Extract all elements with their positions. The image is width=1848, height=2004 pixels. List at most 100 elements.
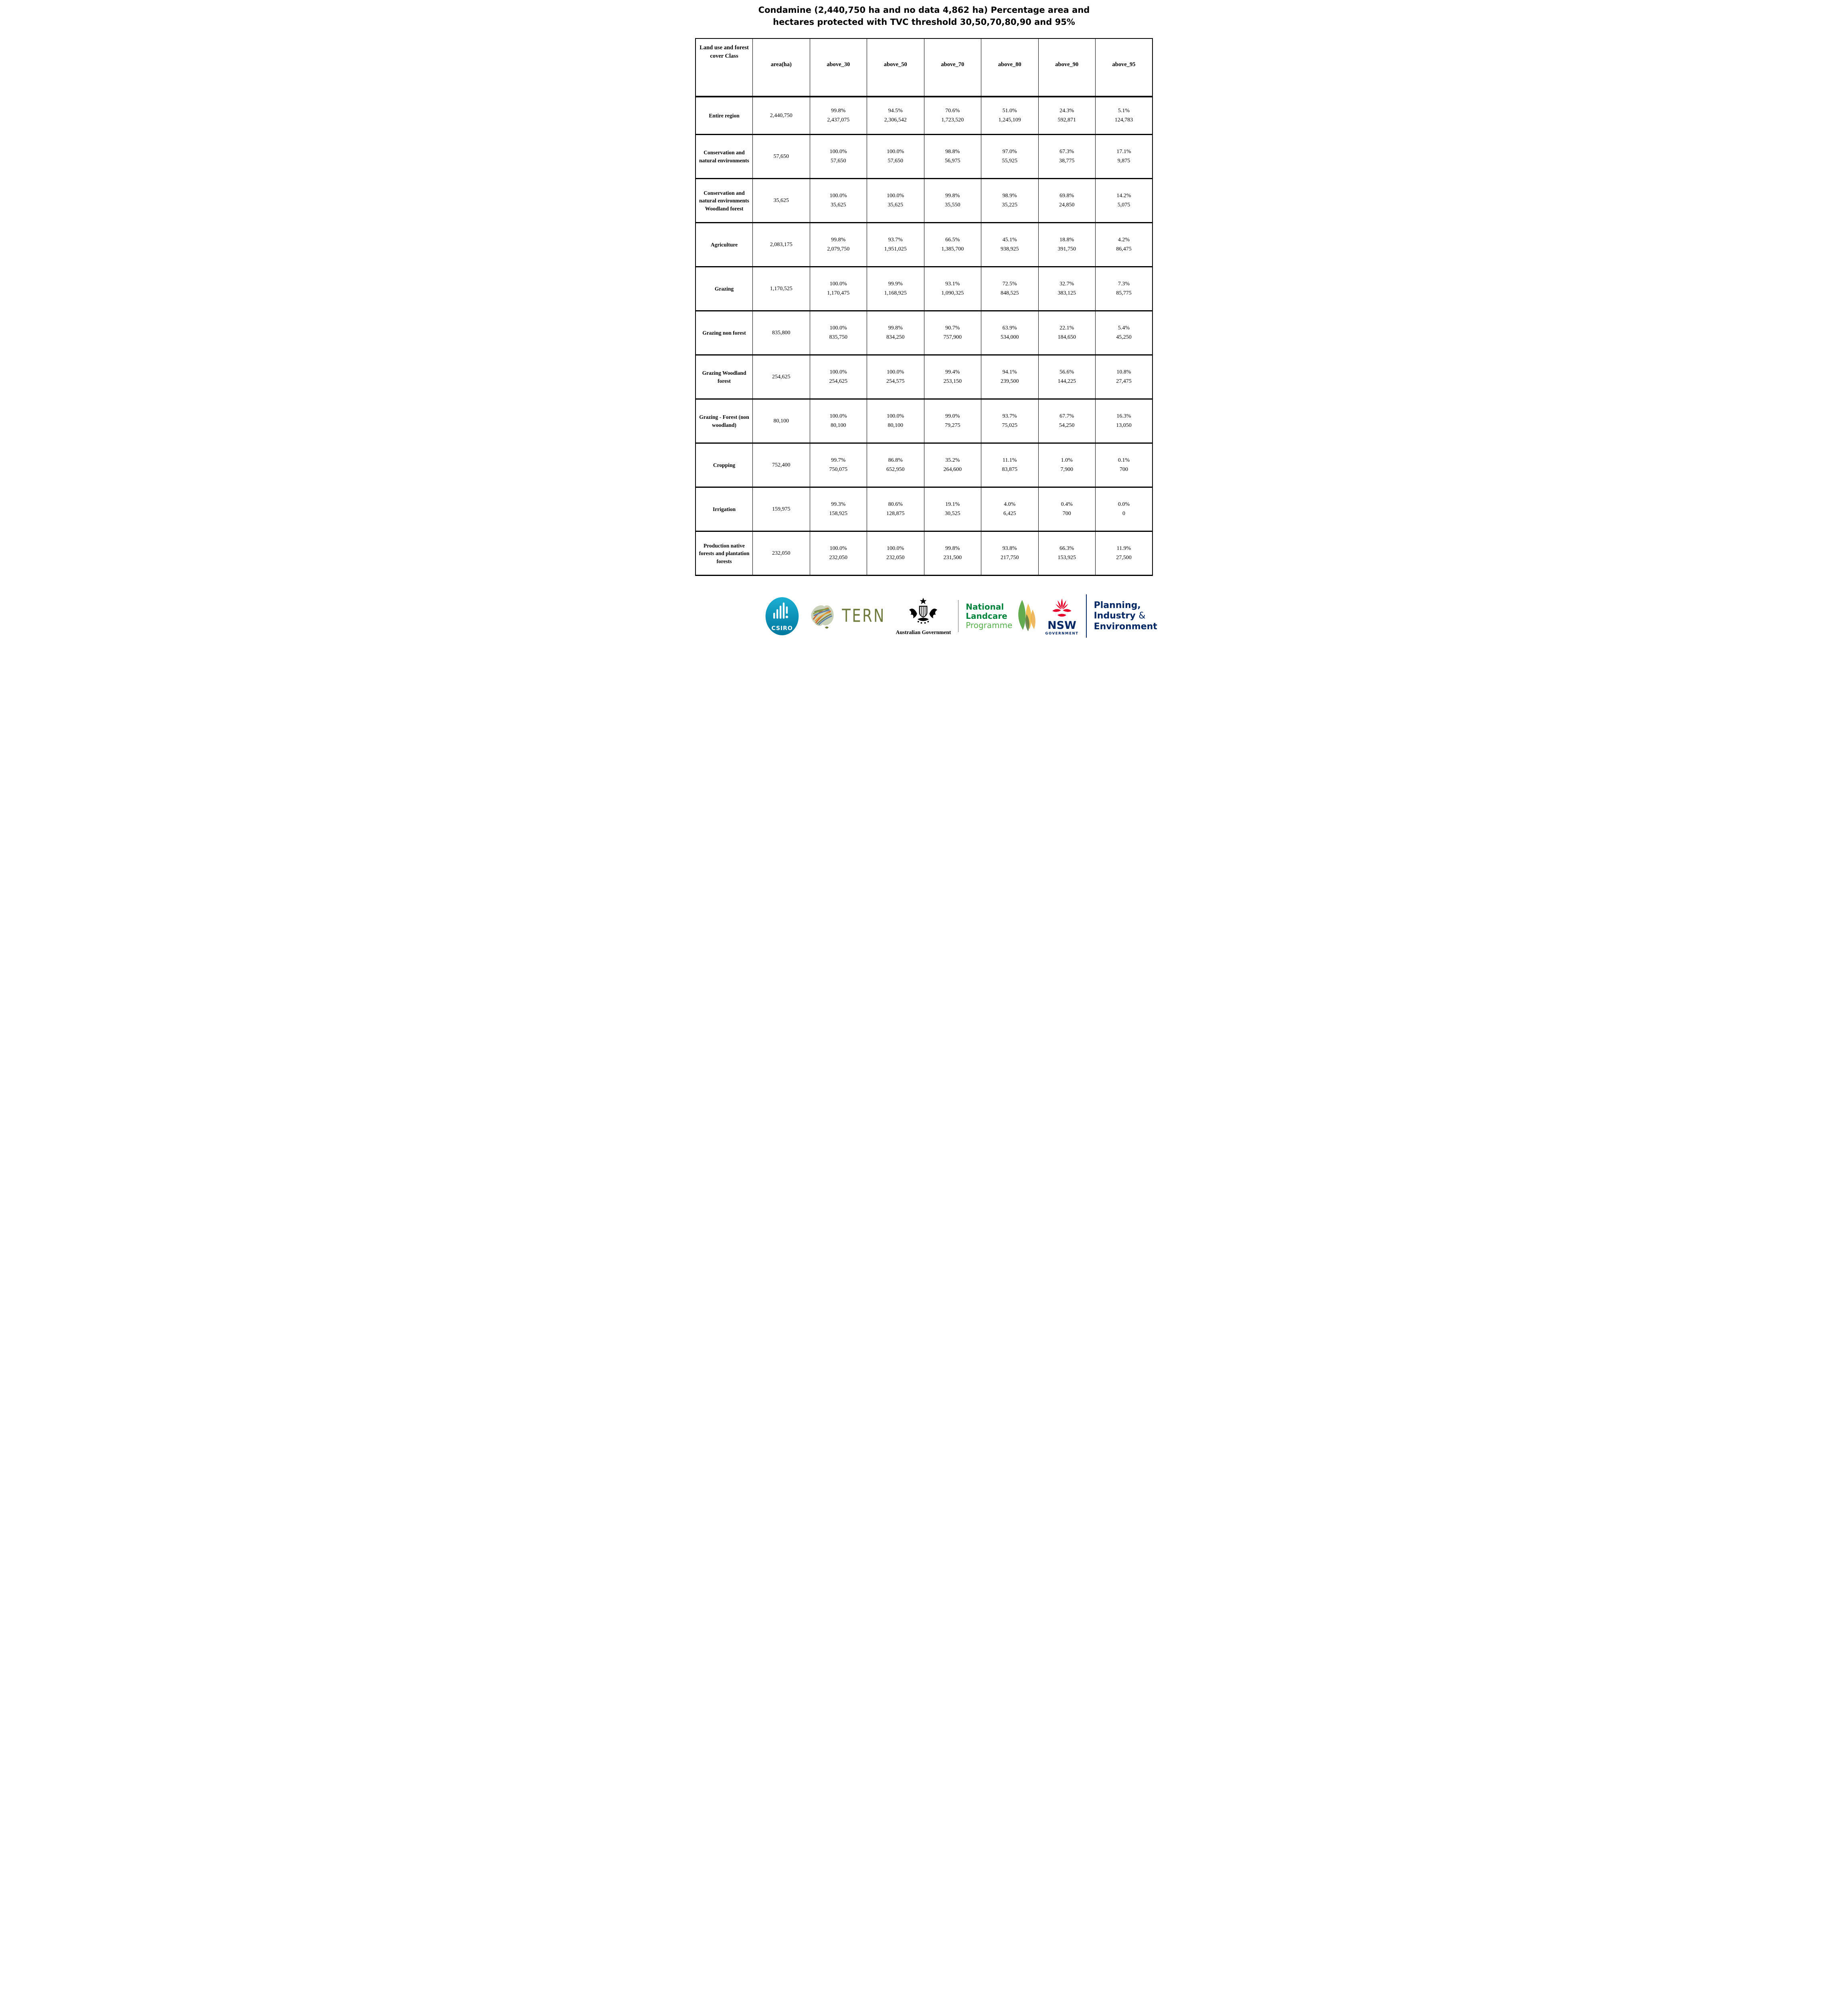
landcare-line2: Landcare	[966, 611, 1007, 621]
table-row: Grazing Woodland forest 254,625 100.0% 254,…	[695, 355, 1153, 399]
row-label: Production native forests and plantation…	[695, 531, 753, 576]
row-area-value: 80,100	[752, 399, 810, 443]
hectares-value: 35,625	[831, 202, 846, 208]
threshold-cell: 97.0% 55,925	[981, 134, 1039, 179]
hectares-value: 1,168,925	[884, 290, 907, 296]
hectares-value: 750,075	[829, 466, 848, 473]
hectares-value: 128,875	[886, 510, 905, 517]
threshold-cell: 11.1% 83,875	[981, 443, 1039, 487]
threshold-cell: 80.6% 128,875	[867, 487, 924, 531]
percent-value: 24.3%	[1059, 108, 1074, 114]
hectares-value: 57,650	[888, 158, 904, 164]
percent-value: 17.1%	[1116, 149, 1131, 155]
hectares-value: 1,090,325	[941, 290, 964, 296]
percent-value: 93.8%	[1002, 545, 1017, 552]
percent-value: 98.8%	[945, 149, 960, 155]
percent-value: 70.6%	[945, 108, 960, 114]
hectares-value: 56,975	[945, 158, 960, 164]
table-row: Grazing non forest 835,800 100.0% 835,750 99…	[695, 311, 1153, 355]
nsw-government-logo: NSW GOVERNMENT	[1045, 596, 1078, 636]
percent-value: 100.0%	[829, 149, 847, 155]
threshold-cell: 93.8% 217,750	[981, 531, 1039, 576]
tern-australia-map-icon	[811, 605, 834, 629]
department-line1: Planning,	[1094, 600, 1141, 610]
hectares-value: 54,250	[1059, 422, 1075, 428]
percent-value: 4.0%	[1004, 501, 1016, 508]
csiro-icon: CSIRO	[765, 597, 799, 635]
threshold-cell: 67.7% 54,250	[1038, 399, 1096, 443]
svg-text:CSIRO: CSIRO	[772, 625, 793, 632]
percent-value: 51.0%	[1002, 108, 1017, 114]
table-row: Entire region 2,440,750 99.8% 2,437,075 94.5…	[695, 96, 1153, 135]
percent-value: 45.1%	[1002, 237, 1017, 243]
percent-value: 32.7%	[1059, 281, 1074, 287]
threshold-cell: 86.8% 652,950	[867, 443, 924, 487]
logo-strip: CSIRO TERN	[730, 588, 1192, 654]
row-label: Grazing non forest	[695, 311, 753, 355]
protection-table: Land use and forest cover Class area(ha)…	[695, 38, 1153, 576]
threshold-cell: 99.8% 35,550	[924, 178, 981, 223]
landcare-line1: National	[966, 602, 1004, 612]
hectares-value: 6,425	[1003, 510, 1016, 517]
nsw-wordmark: NSW	[1047, 619, 1076, 632]
threshold-cell: 100.0% 254,625	[809, 355, 867, 399]
department-line2: Industry &	[1094, 611, 1157, 621]
row-label: Conservation and natural environments Wo…	[695, 178, 753, 223]
hectares-value: 35,625	[888, 202, 904, 208]
percent-value: 72.5%	[1002, 281, 1017, 287]
row-area-value: 1,170,525	[752, 267, 810, 311]
row-label: Grazing - Forest (non woodland)	[695, 399, 753, 443]
row-label: Cropping	[695, 443, 753, 487]
landcare-leaves-icon	[1018, 600, 1036, 632]
hectares-value: 38,775	[1059, 158, 1075, 164]
threshold-cell: 45.1% 938,925	[981, 222, 1039, 267]
threshold-cell: 63.9% 534,000	[981, 311, 1039, 355]
threshold-cell: 0.4% 700	[1038, 487, 1096, 531]
table-row: Conservation and natural environments 57,…	[695, 134, 1153, 179]
hectares-value: 1,951,025	[884, 246, 907, 252]
hectares-value: 534,000	[1001, 334, 1019, 340]
threshold-cell: 14.2% 5,075	[1095, 178, 1153, 223]
percent-value: 93.7%	[1002, 413, 1017, 420]
percent-value: 99.8%	[945, 545, 960, 552]
threshold-cell: 5.4% 45,250	[1095, 311, 1153, 355]
row-label: Agriculture	[695, 222, 753, 267]
threshold-cell: 99.8% 834,250	[867, 311, 924, 355]
percent-value: 99.4%	[945, 369, 960, 376]
percent-value: 99.8%	[831, 108, 846, 114]
percent-value: 93.1%	[945, 281, 960, 287]
percent-value: 22.1%	[1059, 325, 1074, 331]
department-line3: Environment	[1094, 621, 1157, 632]
tern-logo: TERN	[807, 600, 888, 632]
report-page: Condamine (2,440,750 ha and no data 4,86…	[693, 4, 1157, 654]
tern-wordmark: TERN	[842, 606, 886, 627]
percent-value: 100.0%	[887, 193, 904, 199]
australian-government-crest-icon	[909, 598, 938, 624]
hectares-value: 938,925	[1001, 246, 1019, 252]
hectares-value: 85,775	[1116, 290, 1132, 296]
table-body: Entire region 2,440,750 99.8% 2,437,075 94.5…	[695, 96, 1153, 576]
threshold-cell: 99.4% 253,150	[924, 355, 981, 399]
table-header: Land use and forest cover Class area(ha)…	[695, 38, 1153, 97]
threshold-cell: 11.9% 27,500	[1095, 531, 1153, 576]
threshold-cell: 100.0% 57,650	[809, 134, 867, 179]
hectares-value: 124,783	[1114, 117, 1133, 123]
hectares-value: 80,100	[888, 422, 904, 428]
col-header-above-70: above_70	[924, 38, 981, 97]
row-label: Conservation and natural environments	[695, 134, 753, 179]
percent-value: 16.3%	[1116, 413, 1131, 420]
row-area-value: 232,050	[752, 531, 810, 576]
hectares-value: 153,925	[1057, 554, 1076, 561]
col-header-above-50: above_50	[867, 38, 924, 97]
threshold-cell: 100.0% 835,750	[809, 311, 867, 355]
hectares-value: 1,245,109	[998, 117, 1021, 123]
threshold-cell: 67.3% 38,775	[1038, 134, 1096, 179]
threshold-cell: 100.0% 232,050	[809, 531, 867, 576]
hectares-value: 848,525	[1001, 290, 1019, 296]
percent-value: 99.3%	[831, 501, 846, 508]
hectares-value: 27,475	[1116, 378, 1132, 384]
hectares-value: 383,125	[1057, 290, 1076, 296]
percent-value: 18.8%	[1059, 237, 1074, 243]
hectares-value: 184,650	[1057, 334, 1076, 340]
hectares-value: 35,550	[945, 202, 960, 208]
